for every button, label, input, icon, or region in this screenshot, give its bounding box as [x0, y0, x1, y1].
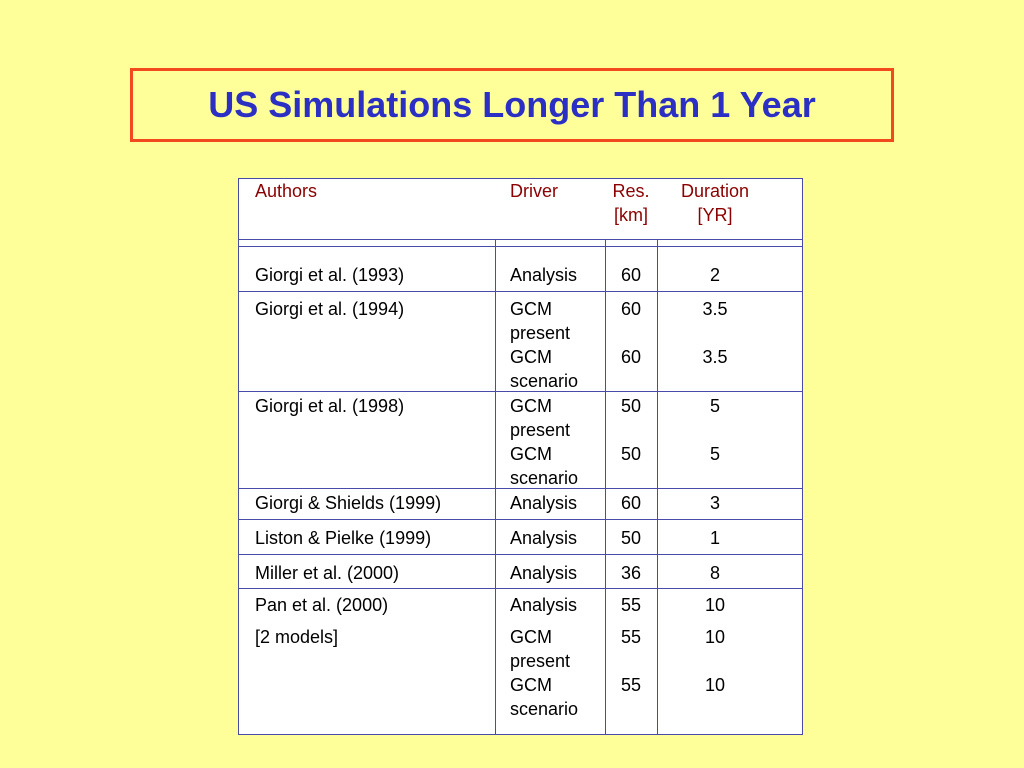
header-driver: Driver: [510, 181, 558, 201]
header-duration: Duration: [680, 181, 750, 201]
duration-cell: 5: [709, 444, 720, 464]
resolution-cell: 50: [620, 528, 642, 548]
driver-cell: GCM: [510, 347, 552, 367]
header-duration-unit: [YR]: [697, 205, 733, 225]
row-divider: [239, 554, 802, 555]
title-box: US Simulations Longer Than 1 Year: [130, 68, 894, 142]
row-divider: [239, 391, 802, 392]
row-divider: [239, 488, 802, 489]
duration-cell: 8: [709, 563, 720, 583]
header-res-unit: [km]: [614, 205, 648, 225]
column-divider-res: [657, 239, 658, 734]
resolution-cell: 55: [620, 627, 642, 647]
column-divider-driver: [605, 239, 606, 734]
column-divider-authors: [495, 239, 496, 734]
header-divider-bottom: [239, 246, 802, 247]
driver-cell: Analysis: [510, 265, 578, 285]
duration-cell: 10: [704, 675, 726, 695]
simulations-table: Authors Driver Res. [km] Duration [YR] G…: [238, 178, 803, 735]
duration-cell: 10: [704, 595, 726, 615]
author-cell: Giorgi et al. (1998): [255, 396, 405, 416]
author-cell: Miller et al. (2000): [255, 563, 400, 583]
slide-title: US Simulations Longer Than 1 Year: [208, 84, 816, 125]
row-divider: [239, 588, 802, 589]
duration-cell: 1: [709, 528, 720, 548]
resolution-cell: 36: [620, 563, 642, 583]
header-res: Res.: [612, 181, 650, 201]
driver-cell: Analysis: [510, 595, 578, 615]
author-cell: Liston & Pielke (1999): [255, 528, 432, 548]
duration-cell: 10: [704, 627, 726, 647]
row-divider: [239, 291, 802, 292]
resolution-cell: 55: [620, 595, 642, 615]
author-cell: Giorgi et al. (1994): [255, 299, 405, 319]
row-divider: [239, 519, 802, 520]
resolution-cell: 60: [620, 347, 642, 367]
author-cell: [2 models]: [255, 627, 339, 647]
author-cell: Pan et al. (2000): [255, 595, 389, 615]
author-cell: Giorgi et al. (1993): [255, 265, 405, 285]
driver-cell: GCM: [510, 444, 552, 464]
driver-cell: present: [510, 420, 571, 440]
resolution-cell: 60: [620, 265, 642, 285]
resolution-cell: 50: [620, 444, 642, 464]
driver-cell: Analysis: [510, 528, 578, 548]
driver-cell: GCM: [510, 299, 552, 319]
duration-cell: 5: [709, 396, 720, 416]
duration-cell: 3: [709, 493, 720, 513]
duration-cell: 3.5: [702, 347, 728, 367]
driver-cell: GCM: [510, 675, 552, 695]
resolution-cell: 60: [620, 493, 642, 513]
duration-cell: 3.5: [702, 299, 728, 319]
author-cell: Giorgi & Shields (1999): [255, 493, 442, 513]
driver-cell: scenario: [510, 371, 579, 391]
driver-cell: scenario: [510, 699, 579, 719]
driver-cell: present: [510, 323, 571, 343]
duration-cell: 2: [709, 265, 720, 285]
resolution-cell: 50: [620, 396, 642, 416]
driver-cell: present: [510, 651, 571, 671]
header-divider-top: [239, 239, 802, 240]
driver-cell: scenario: [510, 468, 579, 488]
resolution-cell: 60: [620, 299, 642, 319]
header-authors: Authors: [255, 181, 318, 201]
driver-cell: Analysis: [510, 493, 578, 513]
resolution-cell: 55: [620, 675, 642, 695]
driver-cell: GCM: [510, 627, 552, 647]
driver-cell: GCM: [510, 396, 552, 416]
driver-cell: Analysis: [510, 563, 578, 583]
